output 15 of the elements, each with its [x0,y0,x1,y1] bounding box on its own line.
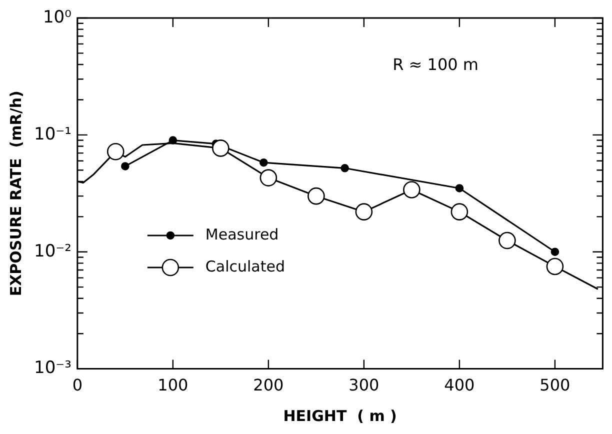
x-axis-title: HEIGHT ( m ) [283,406,397,425]
y-tick-label: 10⁰ [42,7,72,28]
legend-label: Calculated [205,257,285,276]
x-tick-label: 100 [158,376,188,395]
y-tick-label: 10⁻³ [34,358,72,378]
y-axis-title: EXPOSURE RATE (mR/h) [6,90,25,296]
x-tick-label: 200 [253,376,284,395]
y-tick-label: 10⁻² [34,241,72,262]
x-tick-label: 300 [348,376,380,395]
x-tick-label: 0 [72,376,83,395]
y-tick-label: 10⁻¹ [34,124,72,144]
annotation: R ≈ 100 m [392,55,478,74]
legend-label: Measured [205,225,279,244]
x-tick-label: 400 [444,376,475,395]
x-tick-label: 500 [540,376,570,395]
